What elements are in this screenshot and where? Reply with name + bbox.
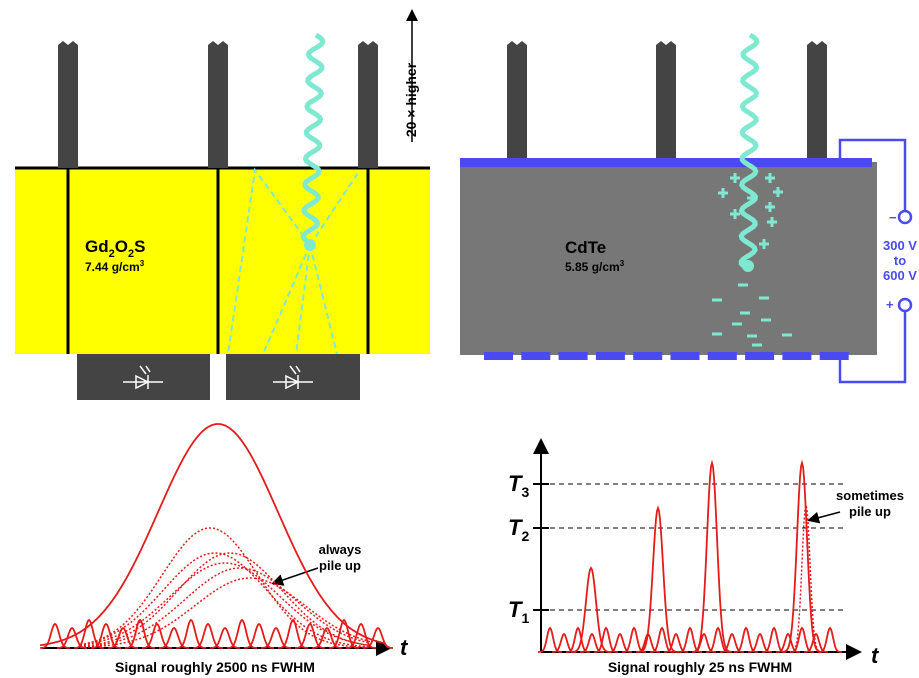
svg-text:T1: T1 — [508, 597, 529, 626]
septa — [507, 41, 827, 158]
pixel-pad — [671, 352, 700, 360]
pixel-pad — [596, 352, 625, 360]
pixel-pad — [484, 352, 513, 360]
photodiodes — [77, 354, 360, 400]
top-electrode — [460, 158, 872, 167]
threshold-labels: T3 T2 T1 — [508, 471, 529, 626]
density: 5.85 g/cm3 — [565, 259, 625, 274]
voltage: 300 V to 600 V — [883, 238, 917, 283]
septa — [58, 41, 378, 168]
semiconductor — [460, 162, 877, 355]
axis-label: t — [400, 635, 409, 660]
pulse — [782, 463, 822, 652]
pixel-pad — [782, 352, 811, 360]
svg-text:T2: T2 — [508, 515, 529, 544]
svg-text:to: to — [894, 253, 906, 268]
pixel-pad — [820, 352, 849, 360]
svg-text:300 V: 300 V — [883, 238, 917, 253]
interaction-point — [304, 239, 316, 251]
svg-text:T3: T3 — [508, 471, 529, 500]
material: CdTe — [565, 238, 606, 257]
diagram: 20 × higher Gd2O2S 7.44 g/cm3 − + 300 V … — [0, 0, 919, 678]
pulse — [80, 568, 370, 647]
caption: Signal roughly 2500 ns FWHM — [115, 659, 315, 675]
arrow-label: 20 × higher — [403, 62, 419, 137]
caption: Signal roughly 25 ns FWHM — [608, 659, 792, 675]
svg-text:600 V: 600 V — [883, 268, 917, 283]
callout-arrow — [810, 512, 840, 520]
pixel-pad — [633, 352, 662, 360]
scintillator-detector: 20 × higher Gd2O2S 7.44 g/cm3 — [15, 12, 430, 400]
pulse — [692, 463, 732, 652]
pixel-pad — [559, 352, 588, 360]
interaction-point — [742, 260, 754, 272]
axis-label: t — [871, 643, 880, 668]
cdte-detector: − + 300 V to 600 V CdTe 5.85 g/cm3 — [460, 35, 917, 382]
pixel-pad — [708, 352, 737, 360]
pulse — [638, 508, 678, 652]
terminal-plus: + — [886, 297, 894, 312]
terminal-minus: − — [889, 210, 897, 225]
sum-pulse — [40, 424, 385, 645]
pixel-pad — [521, 352, 550, 360]
density: 7.44 g/cm3 — [85, 259, 145, 274]
pixel-pad — [745, 352, 774, 360]
